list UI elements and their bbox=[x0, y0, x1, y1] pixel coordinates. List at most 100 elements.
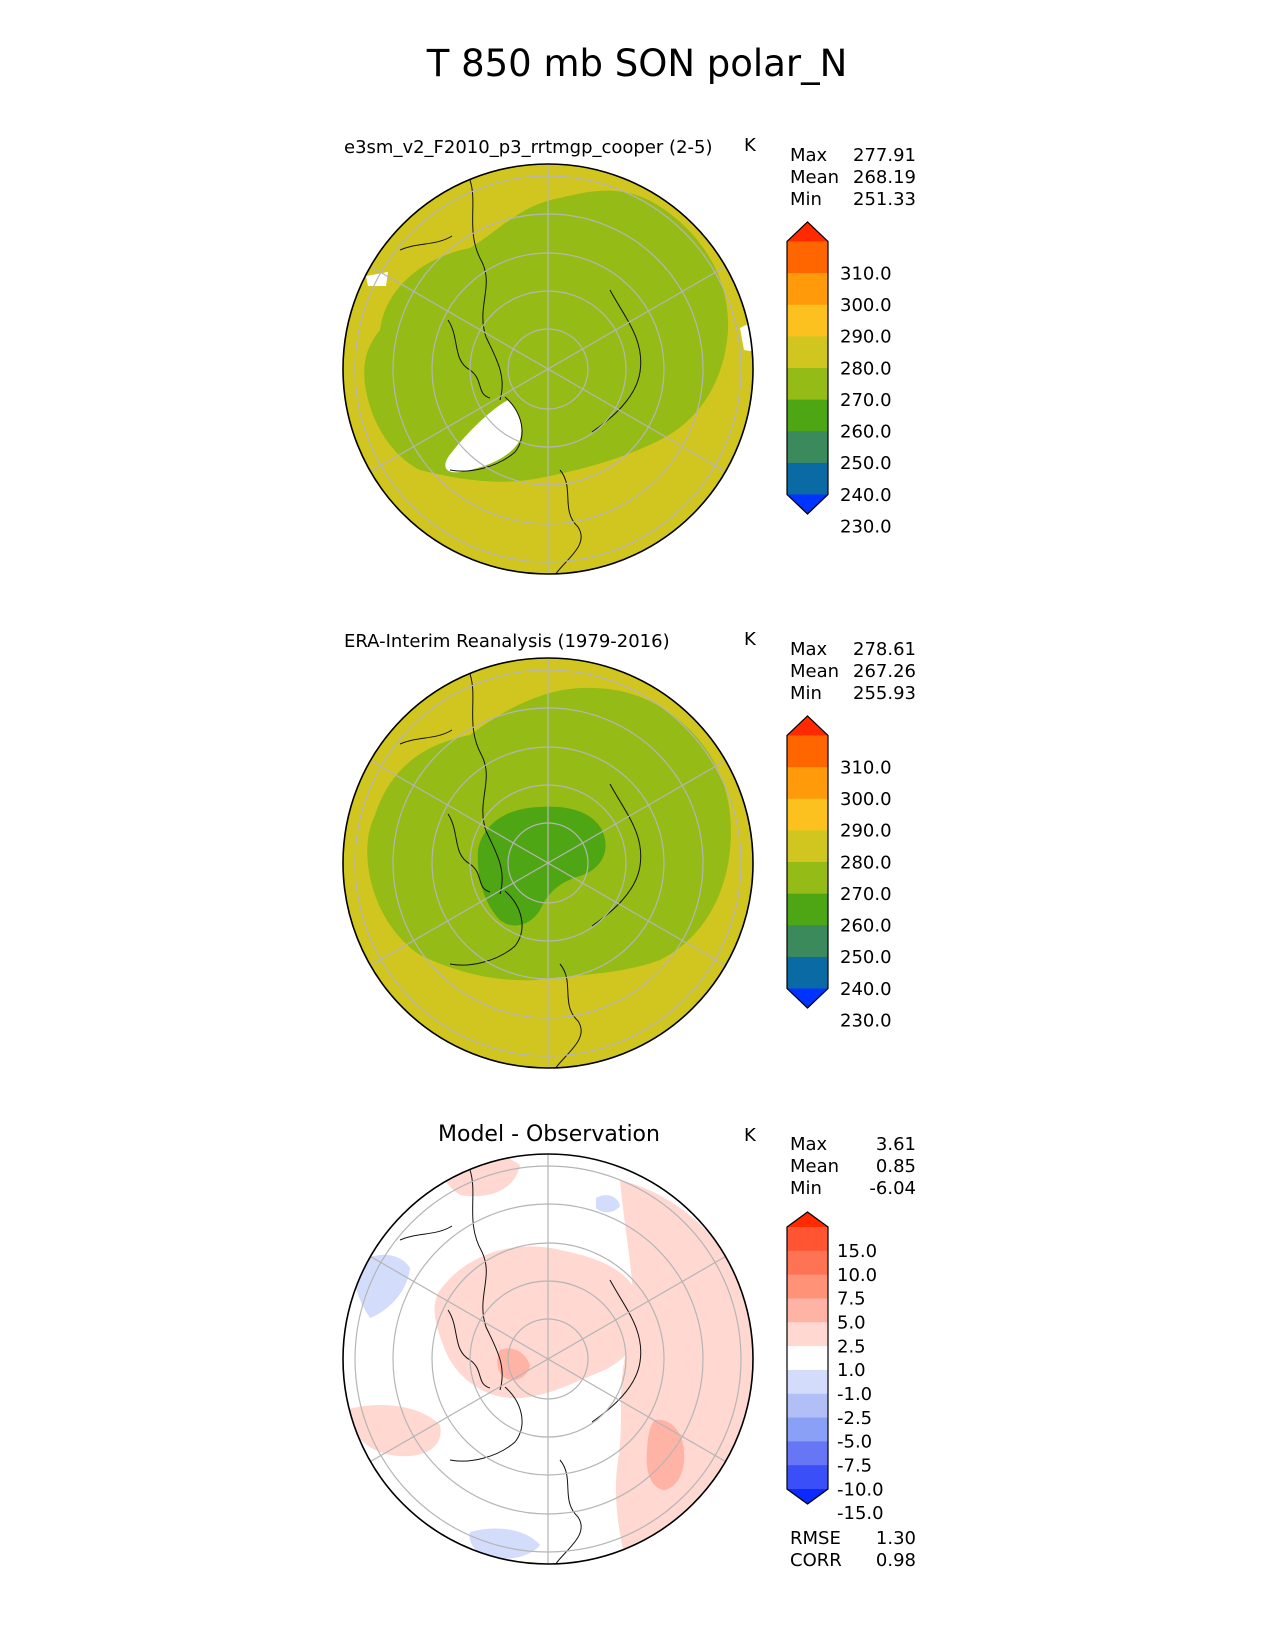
panel-difference: Model - Observation K Max 3.61 Mean 0.85… bbox=[342, 1122, 916, 1571]
units-label: K bbox=[744, 135, 757, 156]
colorbar-tick-label: 280.0 bbox=[840, 358, 892, 379]
colorbar-outline bbox=[786, 715, 829, 1009]
colorbar-band bbox=[787, 1250, 828, 1276]
graticule bbox=[354, 1154, 742, 1564]
stat-value-mean: 267.26 bbox=[853, 661, 916, 682]
stat-label-mean: Mean bbox=[790, 167, 839, 188]
colorbar-band bbox=[787, 862, 828, 895]
colorbar-tick-label: 230.0 bbox=[840, 516, 892, 537]
panel-title: ERA-Interim Reanalysis (1979-2016) bbox=[344, 631, 670, 652]
colorbar-tick-label: 10.0 bbox=[837, 1265, 877, 1286]
panel-model: e3sm_v2_F2010_p3_rrtmgp_cooper (2-5) K M… bbox=[342, 135, 916, 575]
colorbar-tick-label: 280.0 bbox=[840, 852, 892, 873]
colorbar-band bbox=[787, 431, 828, 464]
panel-title: Model - Observation bbox=[438, 1122, 660, 1147]
colorbar-tick-label: 15.0 bbox=[837, 1241, 877, 1262]
strong-positive-anomaly bbox=[497, 1348, 530, 1381]
colorbar-tick-label: -5.0 bbox=[837, 1432, 872, 1453]
colorbar-band bbox=[787, 304, 828, 337]
map-boundary bbox=[342, 163, 754, 575]
colorbar-tick-label: 2.5 bbox=[837, 1336, 866, 1357]
coastline-north-america bbox=[469, 1169, 503, 1391]
colorbar-extend-min bbox=[787, 988, 828, 1008]
coastline-pacific bbox=[399, 729, 453, 745]
colorbar-band bbox=[787, 893, 828, 926]
coastline-asia bbox=[591, 289, 642, 433]
polar-map bbox=[342, 1153, 754, 1565]
metric-value-corr: 0.98 bbox=[876, 1550, 916, 1571]
stat-label-max: Max bbox=[790, 145, 828, 166]
colorbar-band bbox=[787, 399, 828, 432]
stat-label-mean: Mean bbox=[790, 661, 839, 682]
colorbar-outline bbox=[786, 1211, 829, 1505]
colorbar-band bbox=[787, 368, 828, 401]
colorbar-tick-label: 250.0 bbox=[840, 947, 892, 968]
stat-label-mean: Mean bbox=[790, 1156, 839, 1177]
coastline-asia bbox=[591, 783, 642, 927]
colorbar-extend-max bbox=[787, 1212, 828, 1227]
coastline-greenland bbox=[449, 396, 523, 472]
colorbar-band bbox=[787, 1393, 828, 1419]
colorbar-extend-min bbox=[787, 1489, 828, 1504]
colorbar-band bbox=[787, 1298, 828, 1323]
stat-label-max: Max bbox=[790, 639, 828, 660]
colorbar-extend-max bbox=[787, 716, 828, 736]
colorbar-band bbox=[787, 241, 828, 274]
colorbar-tick-label: 240.0 bbox=[840, 979, 892, 1000]
colorbar-tick-label: 240.0 bbox=[840, 485, 892, 506]
colorbar-band bbox=[787, 735, 828, 768]
colorbar: 310.0 300.0 290.0 280.0 270.0 260.0 250.0 240.0… bbox=[786, 221, 892, 537]
colorbar-tick-label: 290.0 bbox=[840, 821, 892, 842]
stat-label-min: Min bbox=[790, 1178, 822, 1199]
stat-value-max: 277.91 bbox=[853, 145, 916, 166]
colorbar-band bbox=[787, 956, 828, 990]
colorbar-band bbox=[787, 1346, 828, 1371]
coastline-north-america bbox=[469, 673, 503, 895]
units-label: K bbox=[744, 629, 757, 650]
coastline-greenland bbox=[449, 1386, 523, 1462]
colorbar-tick-label: 260.0 bbox=[840, 916, 892, 937]
colorbar-band bbox=[787, 767, 828, 800]
negative-anomaly-region bbox=[596, 1195, 620, 1213]
colorbar-extend-min bbox=[787, 494, 828, 514]
field-inner-zone bbox=[364, 190, 729, 482]
stat-value-min: 251.33 bbox=[853, 189, 916, 210]
metric-label-corr: CORR bbox=[790, 1550, 842, 1571]
positive-anomaly-region bbox=[434, 1246, 643, 1399]
units-label: K bbox=[744, 1125, 757, 1146]
colorbar: 310.0 300.0 290.0 280.0 270.0 260.0 250.0 240.0… bbox=[786, 715, 892, 1031]
negative-anomaly-region bbox=[469, 1528, 540, 1559]
missing-data-greenland bbox=[445, 400, 522, 473]
strong-positive-anomaly bbox=[646, 1419, 685, 1490]
stat-value-mean: 268.19 bbox=[853, 167, 916, 188]
colorbar-tick-label: 7.5 bbox=[837, 1289, 866, 1310]
colorbar-tick-label: 230.0 bbox=[840, 1010, 892, 1031]
coastline-greenland bbox=[449, 890, 523, 966]
colorbar-tick-label: 310.0 bbox=[840, 263, 892, 284]
colorbar-band bbox=[787, 925, 828, 958]
colorbar-band bbox=[787, 1417, 828, 1442]
colorbar-band bbox=[787, 1274, 828, 1299]
colorbar-tick-label: -10.0 bbox=[837, 1479, 884, 1500]
colorbar-extend-max bbox=[787, 222, 828, 242]
stat-label-min: Min bbox=[790, 683, 822, 704]
colorbar-tick-label: -7.5 bbox=[837, 1456, 872, 1477]
map-boundary bbox=[342, 657, 754, 1069]
colorbar-tick-label: 260.0 bbox=[840, 422, 892, 443]
coastline-pacific bbox=[399, 235, 453, 251]
colorbar-band bbox=[787, 336, 828, 369]
colorbar-tick-label: 270.0 bbox=[840, 884, 892, 905]
colorbar-outline bbox=[786, 221, 829, 515]
colorbar-band bbox=[787, 798, 828, 831]
colorbar-tick-label: 250.0 bbox=[840, 453, 892, 474]
coastline-north-america bbox=[469, 179, 503, 401]
panel-observation: ERA-Interim Reanalysis (1979-2016) K Max… bbox=[342, 629, 916, 1069]
stat-value-mean: 0.85 bbox=[876, 1156, 916, 1177]
meridian-line bbox=[370, 1255, 726, 1463]
metric-value-rmse: 1.30 bbox=[876, 1528, 916, 1549]
positive-anomaly-region bbox=[345, 1405, 441, 1457]
colorbar-tick-label: -15.0 bbox=[837, 1503, 884, 1524]
polar-map bbox=[342, 657, 754, 1069]
stat-label-min: Min bbox=[790, 189, 822, 210]
